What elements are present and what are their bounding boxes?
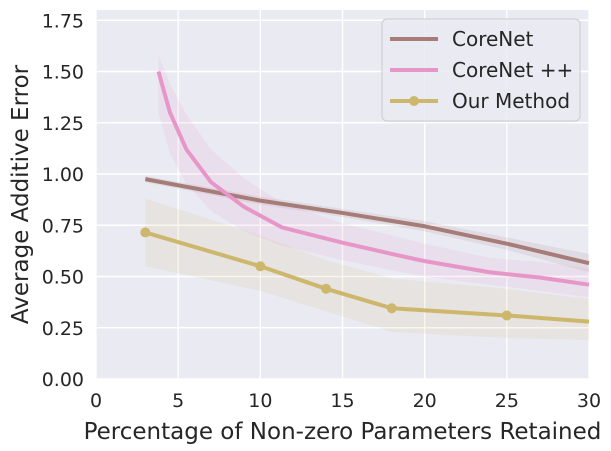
x-axis-ticks: 0 5 10 15 20 25 30 bbox=[90, 390, 601, 412]
our-method-point bbox=[255, 261, 266, 272]
corenet-line bbox=[156, 70, 590, 287]
y-tick-label: 0.75 bbox=[42, 215, 84, 237]
y-tick-label: 0.50 bbox=[42, 267, 84, 289]
x-axis-label: Percentage of Non-zero Parameters Retain… bbox=[84, 419, 602, 445]
y-tick-label: 0.00 bbox=[42, 369, 84, 391]
y-tick-label: 0.25 bbox=[42, 318, 84, 340]
series-lines bbox=[140, 70, 590, 324]
our-method-line bbox=[144, 230, 590, 324]
legend-label-corenet: CoreNet ++ bbox=[452, 58, 573, 82]
x-tick-label: 20 bbox=[413, 390, 437, 412]
legend-label-corenet: CoreNet bbox=[452, 27, 534, 51]
our-method-point bbox=[501, 310, 512, 321]
x-tick-label: 30 bbox=[577, 390, 601, 412]
y-axis-label: Average Additive Error bbox=[8, 64, 34, 324]
corenet-band bbox=[158, 55, 590, 297]
x-tick-label: 0 bbox=[90, 390, 102, 412]
legend-frame bbox=[381, 18, 581, 122]
x-tick-label: 10 bbox=[248, 390, 272, 412]
legend: CoreNet CoreNet ++ Our Method bbox=[381, 18, 581, 122]
y-tick-label: 1.00 bbox=[42, 164, 84, 186]
y-tick-label: 1.25 bbox=[42, 113, 84, 135]
legend-label-our-method: Our Method bbox=[452, 89, 570, 113]
x-tick-label: 5 bbox=[172, 390, 184, 412]
y-tick-label: 1.50 bbox=[42, 62, 84, 84]
our-method-band bbox=[145, 198, 590, 341]
our-method-point bbox=[321, 283, 332, 294]
legend-marker-our-method bbox=[409, 96, 419, 106]
x-tick-label: 15 bbox=[330, 390, 354, 412]
our-method-point bbox=[140, 227, 151, 238]
grid-lines bbox=[95, 10, 590, 380]
y-axis-ticks: 0.00 0.25 0.50 0.75 1.00 1.25 1.50 1.75 bbox=[42, 10, 84, 391]
our-method-point bbox=[386, 303, 397, 314]
corenet-line bbox=[144, 177, 590, 266]
x-tick-label: 25 bbox=[495, 390, 519, 412]
y-tick-label: 1.75 bbox=[42, 10, 84, 32]
